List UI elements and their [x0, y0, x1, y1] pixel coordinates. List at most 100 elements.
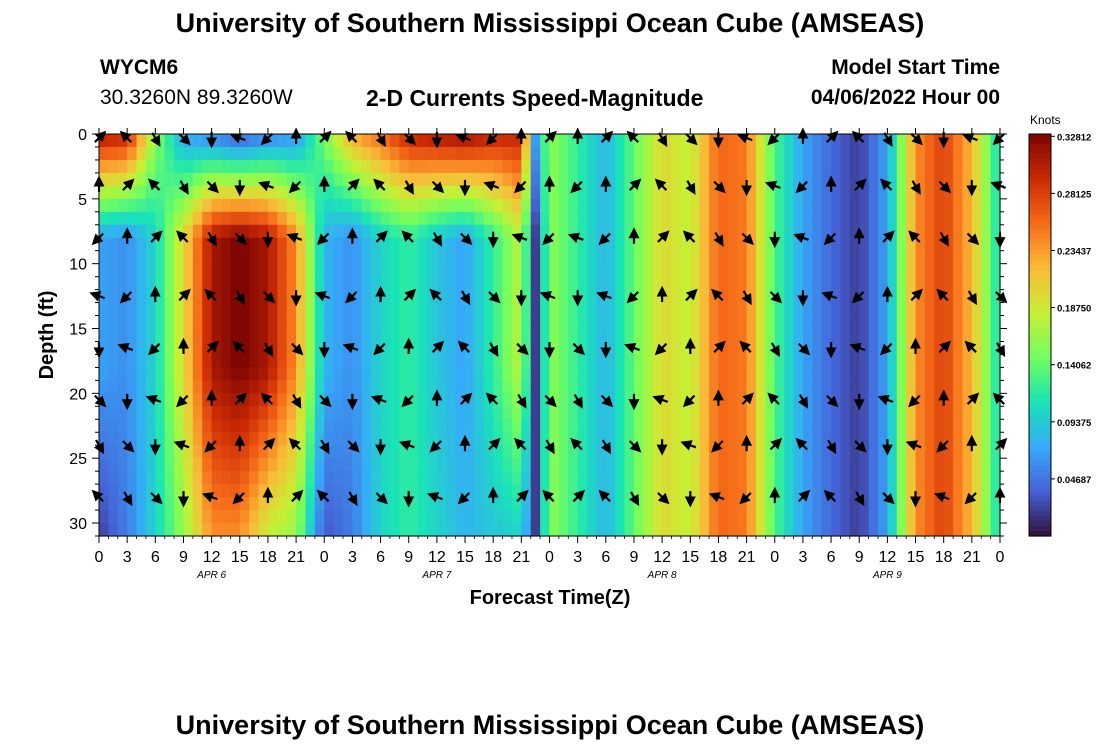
heatmap-cell	[136, 523, 147, 537]
heatmap-cell	[427, 315, 438, 330]
heatmap-cell	[211, 146, 222, 161]
heatmap-cell	[380, 302, 391, 317]
heatmap-cell	[709, 263, 720, 278]
heatmap-cell	[906, 328, 917, 343]
heatmap-cell	[596, 367, 607, 381]
heatmap-cell	[174, 380, 185, 394]
heatmap-cell	[840, 523, 851, 537]
heatmap-cell	[643, 185, 654, 200]
heatmap-cell	[343, 406, 354, 420]
heatmap-cell	[821, 211, 832, 226]
heatmap-cell	[690, 497, 701, 511]
heatmap-cell	[558, 250, 569, 265]
heatmap-cell	[136, 341, 147, 356]
heatmap-cell	[652, 146, 663, 161]
heatmap-cell	[333, 484, 344, 498]
heatmap-cell	[267, 302, 278, 317]
heatmap-cell	[793, 198, 804, 213]
heatmap-cell	[502, 523, 513, 537]
heatmap-cell	[577, 458, 588, 472]
x-tick-label: 3	[798, 549, 807, 566]
heatmap-cell	[221, 458, 232, 472]
heatmap-cell	[802, 328, 813, 343]
heatmap-cell	[202, 263, 213, 278]
heatmap-cell	[183, 237, 194, 252]
heatmap-cell	[680, 328, 691, 343]
heatmap-cell	[324, 263, 335, 278]
heatmap-cell	[127, 289, 138, 304]
heatmap-cell	[211, 471, 222, 485]
colorbar-segment	[1029, 244, 1051, 251]
heatmap-cell	[549, 263, 560, 278]
chart-subtitle: 2-D Currents Speed-Magnitude	[366, 85, 704, 111]
current-arrow	[849, 342, 866, 354]
heatmap-cell	[709, 328, 720, 343]
heatmap-cell	[436, 250, 447, 265]
heatmap-cell	[774, 159, 785, 174]
heatmap-cell	[774, 419, 785, 433]
heatmap-cell	[286, 328, 297, 343]
heatmap-cell	[887, 419, 898, 433]
current-arrow	[342, 343, 359, 354]
heatmap-cell	[558, 445, 569, 459]
heatmap-cell	[108, 134, 119, 148]
heatmap-cell	[953, 134, 964, 148]
heatmap-cell	[192, 224, 203, 239]
heatmap-cell	[831, 406, 842, 420]
heatmap-cell	[774, 380, 785, 394]
heatmap-cell	[305, 237, 316, 252]
heatmap-cell	[924, 380, 935, 394]
heatmap-cell	[690, 211, 701, 226]
footer-title: University of Southern Mississippi Ocean…	[175, 710, 925, 740]
heatmap-cell	[943, 445, 954, 459]
heatmap-cell	[953, 211, 964, 226]
current-arrow	[795, 437, 808, 451]
heatmap-cell	[680, 484, 691, 498]
heatmap-cell	[746, 484, 757, 498]
heatmap-cell	[314, 406, 325, 420]
heatmap-cell	[296, 419, 307, 433]
heatmap-cell	[943, 302, 954, 317]
heatmap-cell	[465, 172, 476, 187]
heatmap-cell	[183, 315, 194, 330]
heatmap-cell	[192, 354, 203, 369]
heatmap-cell	[568, 328, 579, 343]
heatmap-cell	[455, 237, 466, 252]
heatmap-cell	[474, 341, 485, 356]
current-arrow	[319, 439, 330, 455]
heatmap-cell	[887, 328, 898, 343]
heatmap-cell	[296, 198, 307, 213]
heatmap-cell	[896, 289, 907, 304]
heatmap-cell	[840, 354, 851, 369]
heatmap-cell	[577, 172, 588, 187]
heatmap-cell	[840, 237, 851, 252]
heatmap-cell	[934, 458, 945, 472]
heatmap-cell	[915, 276, 926, 291]
heatmap-cell	[774, 315, 785, 330]
heatmap-cell	[258, 523, 269, 537]
heatmap-cell	[277, 497, 288, 511]
heatmap-cell	[765, 523, 776, 537]
current-arrow	[769, 342, 780, 358]
heatmap-cell	[990, 432, 1001, 446]
heatmap-cell	[249, 406, 260, 420]
heatmap-cell	[267, 276, 278, 291]
current-arrow	[628, 178, 642, 191]
heatmap-cell	[211, 458, 222, 472]
heatmap-cell	[221, 510, 232, 524]
heatmap-cell	[690, 523, 701, 537]
heatmap-cell	[249, 134, 260, 148]
heatmap-cell	[596, 159, 607, 174]
heatmap-cell	[765, 497, 776, 511]
heatmap-cell	[145, 380, 156, 394]
heatmap-cell	[624, 159, 635, 174]
heatmap-cell	[530, 198, 541, 213]
heatmap-cell	[990, 250, 1001, 265]
heatmap-cell	[737, 458, 748, 472]
heatmap-cell	[465, 445, 476, 459]
heatmap-cell	[633, 367, 644, 381]
colorbar-segment	[1029, 134, 1051, 140]
heatmap-cell	[643, 289, 654, 304]
heatmap-cell	[202, 406, 213, 420]
